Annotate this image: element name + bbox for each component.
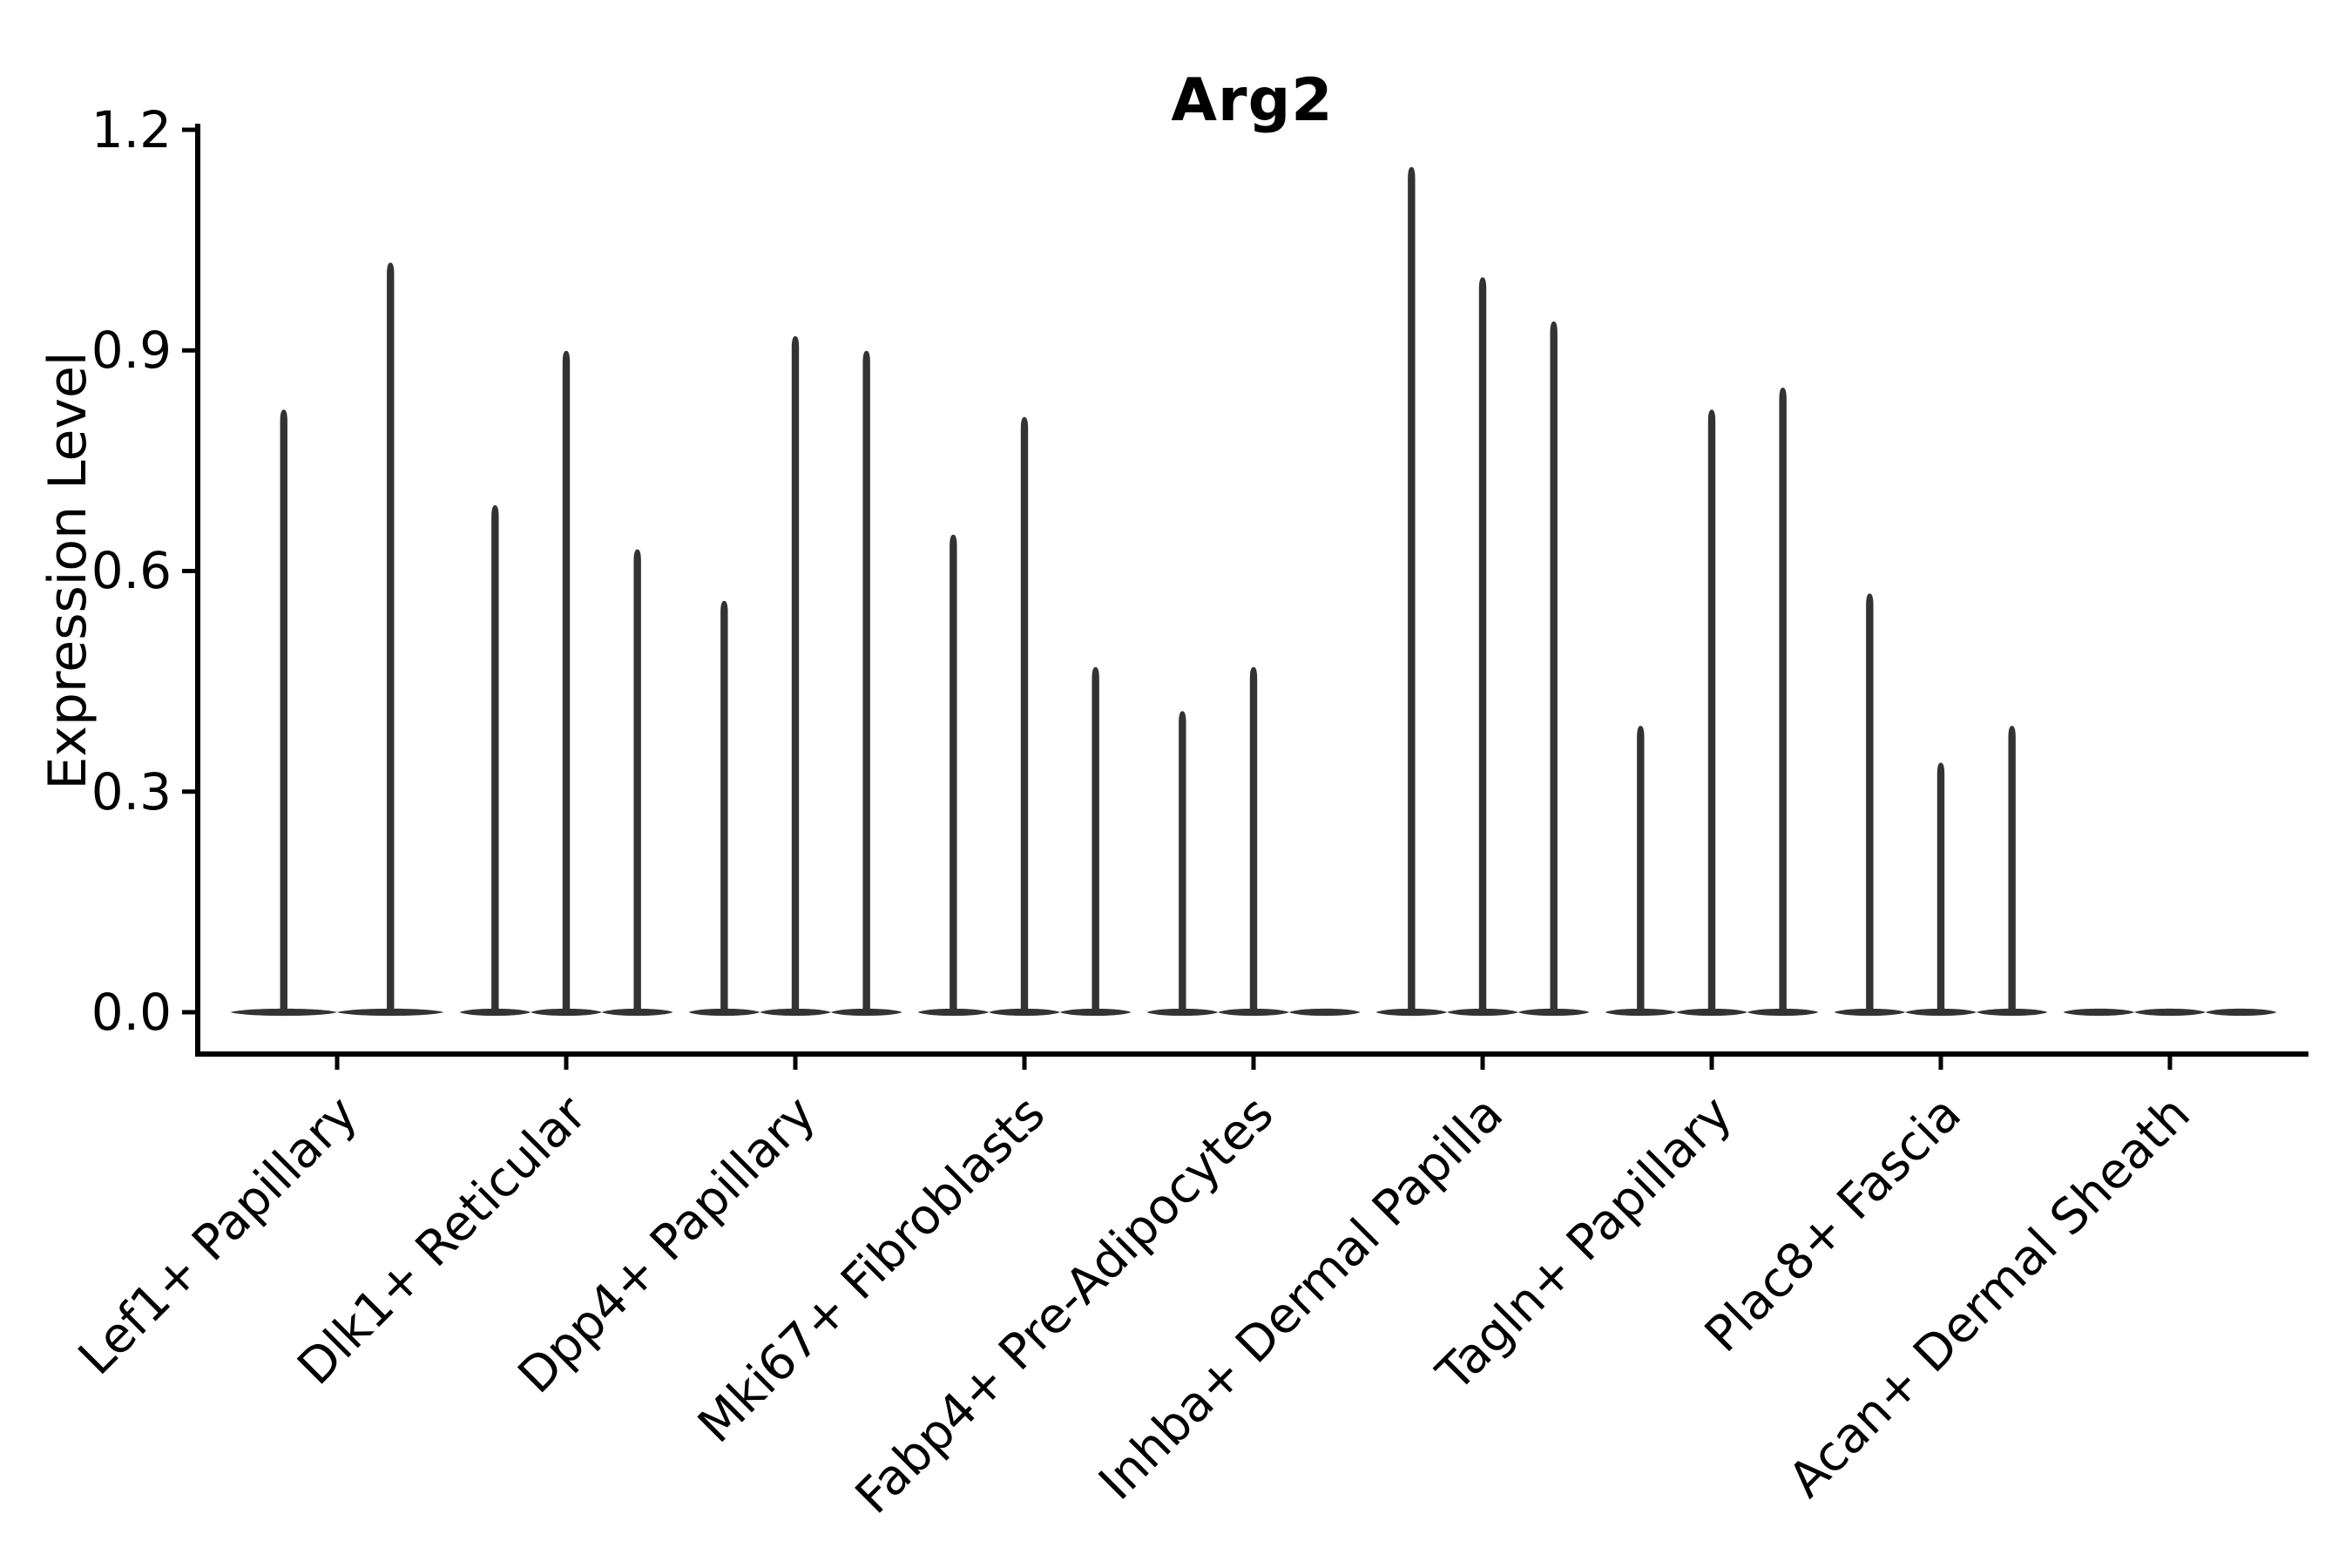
violin-spike <box>2008 726 2016 1012</box>
violin-spike <box>1637 726 1645 1012</box>
y-tick-label: 0.9 <box>91 321 172 381</box>
violin-spike <box>1707 409 1716 1012</box>
violin-base <box>1288 1008 1361 1017</box>
violin-spike <box>1249 666 1258 1012</box>
violin-spike <box>1478 277 1487 1013</box>
y-tick-label: 0.6 <box>91 541 172 601</box>
violin-spike <box>633 549 641 1012</box>
violin-spike <box>1550 321 1558 1012</box>
violin-spike <box>387 262 395 1012</box>
violin-base <box>2134 1008 2206 1017</box>
violin-spike <box>1092 666 1099 1012</box>
violin-spike <box>562 350 571 1012</box>
violin-base <box>2205 1008 2277 1017</box>
violin-spike <box>1866 593 1874 1012</box>
violin-base <box>2063 1008 2135 1017</box>
violin-spike <box>950 534 957 1012</box>
y-tick-label: 1.2 <box>91 99 172 159</box>
violin-spike <box>1408 166 1416 1013</box>
violin-spike <box>862 350 870 1012</box>
violin-spike <box>720 600 728 1012</box>
y-tick-label: 0.0 <box>91 983 172 1042</box>
violin-spike <box>1779 387 1787 1012</box>
violin-spike <box>280 409 287 1012</box>
chart-title: Arg2 <box>1171 65 1334 135</box>
y-tick-label: 0.3 <box>91 761 172 821</box>
violin-spike <box>1020 416 1029 1012</box>
violin-spike <box>1936 762 1945 1012</box>
violin-spike <box>1179 711 1186 1012</box>
violin-spike <box>791 335 800 1012</box>
violin-spike <box>491 505 499 1012</box>
